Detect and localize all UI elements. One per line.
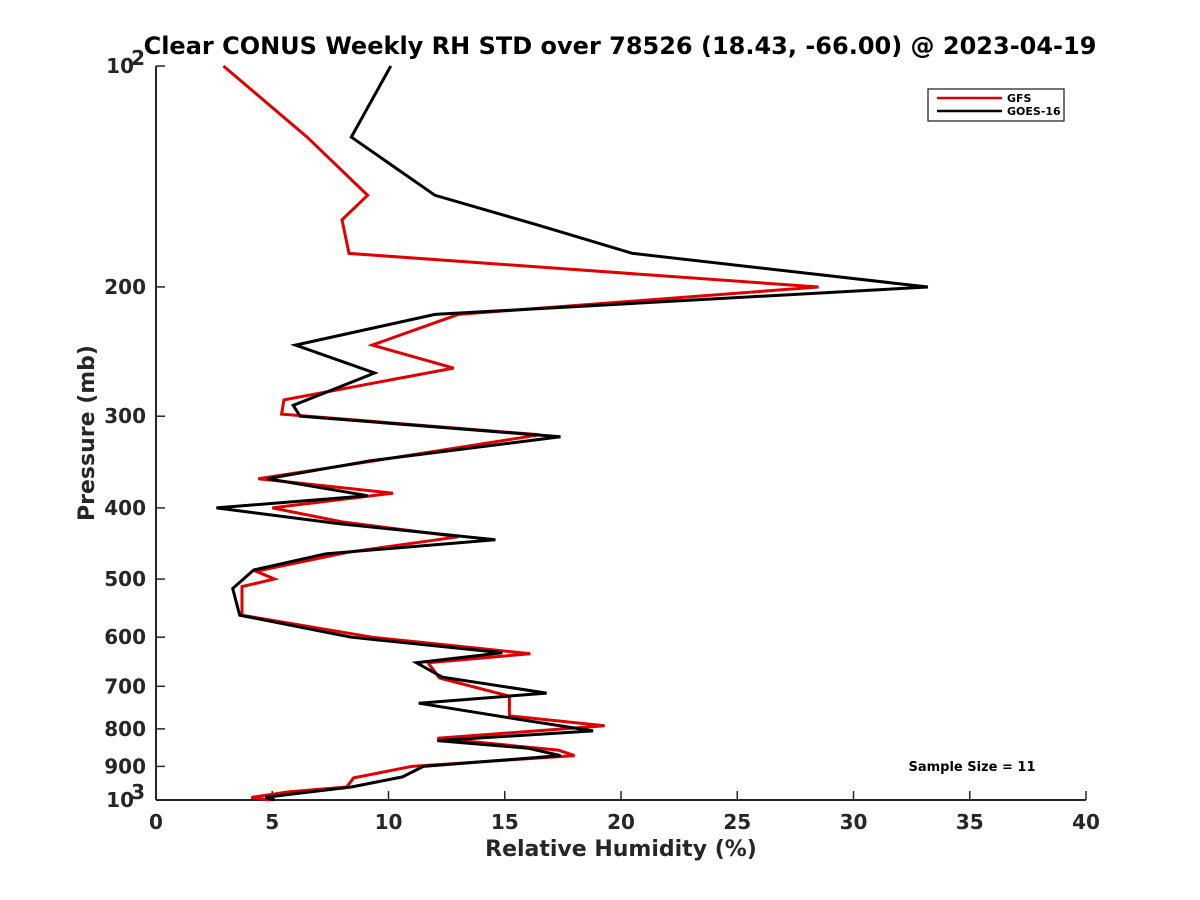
y-tick-label: 400: [104, 496, 146, 520]
x-tick-label: 20: [607, 810, 635, 834]
x-tick-label: 25: [723, 810, 751, 834]
x-axis-label: Relative Humidity (%): [485, 837, 757, 862]
y-tick-exponent: 3: [131, 780, 145, 804]
x-tick-label: 30: [840, 810, 868, 834]
y-tick-label: 500: [104, 567, 146, 591]
legend-box: [927, 88, 1065, 122]
y-tick-label: 700: [104, 674, 146, 698]
series-line-goes-16: [216, 65, 929, 802]
legend: GFS GOES-16: [927, 88, 1065, 122]
series-line-gfs: [222, 64, 819, 802]
x-tick-label: 10: [375, 810, 403, 834]
chart-title: Clear CONUS Weekly RH STD over 78526 (18…: [144, 32, 1097, 60]
series-lines: [216, 64, 929, 802]
x-tick-label: 35: [956, 810, 984, 834]
y-tick-label: 600: [104, 625, 146, 649]
y-tick-label: 10: [106, 788, 134, 812]
sample-size-annotation: Sample Size = 11: [908, 760, 1035, 775]
y-axis-label: Pressure (mb): [75, 345, 100, 521]
x-tick-label: 5: [265, 810, 279, 834]
legend-label-goes-16: GOES-16: [1007, 105, 1061, 118]
plot-area: [155, 66, 1086, 801]
y-tick-label: 10: [106, 54, 134, 78]
y-tick-label: 300: [104, 404, 146, 428]
y-tick-exponent: 2: [131, 46, 145, 70]
y-tick-label: 900: [104, 754, 146, 778]
x-tick-label: 0: [149, 810, 163, 834]
x-tick-label: 40: [1072, 810, 1100, 834]
x-ticks: 0 5 10 15 20 25 30 35 40: [149, 791, 1100, 834]
legend-label-gfs: GFS: [1007, 92, 1032, 105]
y-tick-label: 800: [104, 717, 146, 741]
x-tick-label: 15: [491, 810, 519, 834]
y-tick-label: 200: [104, 275, 146, 299]
